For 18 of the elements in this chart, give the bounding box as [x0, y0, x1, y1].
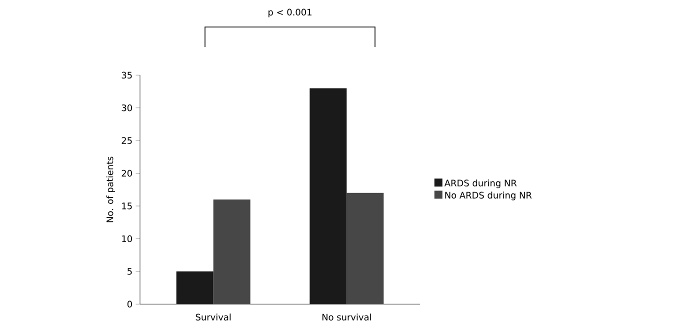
x-tick-label: No survival [322, 314, 371, 321]
y-tick-label: 5 [128, 268, 132, 275]
bar [213, 199, 250, 304]
legend-label: No ARDS during NR [445, 192, 532, 200]
y-tick-label: 15 [122, 202, 132, 210]
y-tick-label: 35 [122, 72, 132, 79]
y-tick-label: 25 [122, 137, 132, 144]
y-tick-label: 30 [122, 104, 132, 112]
text: p < 0.001 [268, 8, 312, 18]
y-tick-label: 0 [127, 300, 132, 308]
y-tick-label: 10 [122, 235, 132, 242]
bar [310, 88, 347, 304]
legend-label: ARDS during NR [444, 179, 517, 188]
bar [176, 271, 214, 304]
y-tick-label: 20 [122, 170, 132, 177]
y-axis-title: No. of patients [106, 156, 115, 222]
bar [346, 192, 384, 304]
x-tick-label: Survival [196, 314, 231, 321]
